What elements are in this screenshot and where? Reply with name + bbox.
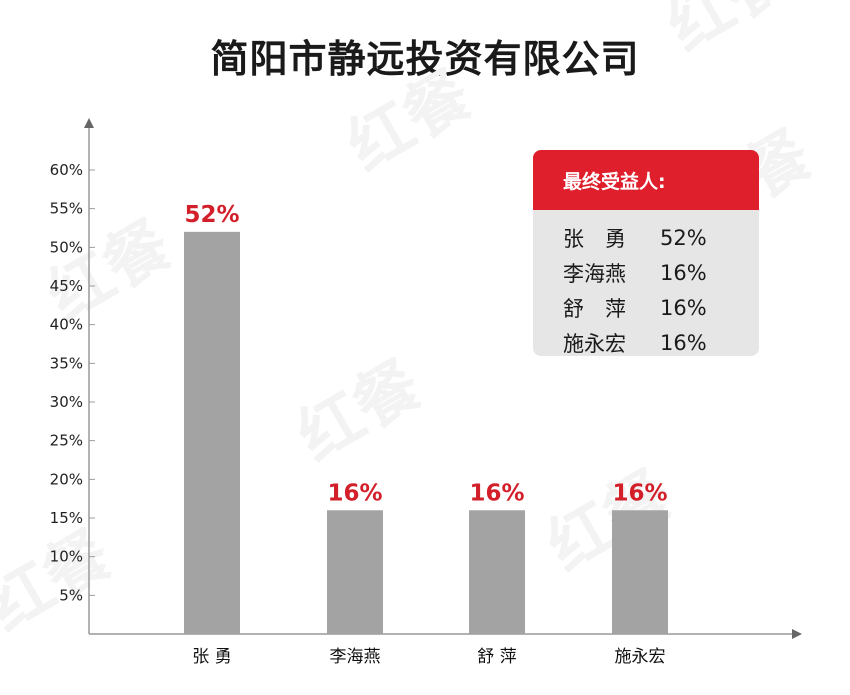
bar-value-label: 16% bbox=[612, 480, 667, 506]
legend-header: 最终受益人: bbox=[533, 150, 759, 210]
watermark-text: 红餐 bbox=[656, 0, 804, 66]
y-tick-label: 60% bbox=[50, 161, 83, 179]
bars bbox=[184, 231, 668, 634]
y-tick-label: 40% bbox=[50, 316, 83, 334]
y-tick-label: 5% bbox=[59, 586, 83, 604]
y-tick-label: 45% bbox=[50, 277, 83, 295]
value-labels: 52% 16% 16% 16% bbox=[184, 202, 667, 506]
legend-value: 16% bbox=[660, 330, 707, 355]
legend-value: 16% bbox=[660, 295, 707, 320]
y-ticks: 5% 10% 15% 20% 25% 30% 35% 40% 45% 50% 55% 60% bbox=[50, 161, 95, 604]
y-tick-label: 35% bbox=[50, 354, 83, 372]
legend-name: 施永宏 bbox=[563, 331, 626, 356]
category-label: 张 勇 bbox=[192, 647, 231, 667]
watermark-text: 红餐 bbox=[286, 348, 434, 476]
category-label: 施永宏 bbox=[615, 647, 666, 667]
legend-name: 舒 萍 bbox=[563, 296, 626, 321]
bar-value-label: 52% bbox=[184, 202, 239, 228]
category-label: 舒 萍 bbox=[477, 647, 516, 667]
chart-title: 简阳市静远投资有限公司 bbox=[210, 37, 640, 81]
legend-row: 施永宏 16% bbox=[533, 325, 759, 356]
legend-name: 张 勇 bbox=[563, 226, 626, 251]
y-tick-label: 30% bbox=[50, 393, 83, 411]
legend-row: 李海燕 16% bbox=[533, 255, 759, 290]
beneficiary-legend: 最终受益人: 张 勇 52% 李海燕 16% 舒 萍 16% 施永宏 16% bbox=[533, 150, 759, 356]
watermark-text: 红餐 bbox=[336, 58, 484, 186]
legend-name: 李海燕 bbox=[563, 261, 626, 286]
y-tick-label: 55% bbox=[50, 200, 83, 218]
bar bbox=[184, 231, 240, 634]
bar-value-label: 16% bbox=[327, 480, 382, 506]
y-axis-arrow-icon bbox=[84, 118, 94, 128]
legend-row: 舒 萍 16% bbox=[533, 290, 759, 325]
legend-value: 16% bbox=[660, 260, 707, 285]
y-tick-label: 50% bbox=[50, 238, 83, 256]
category-label: 李海燕 bbox=[330, 647, 381, 667]
y-tick-label: 10% bbox=[50, 548, 83, 566]
x-axis-arrow-icon bbox=[792, 629, 802, 639]
bar bbox=[327, 510, 383, 634]
legend-row: 张 勇 52% bbox=[533, 220, 759, 255]
legend-rows: 张 勇 52% 李海燕 16% 舒 萍 16% 施永宏 16% bbox=[533, 210, 759, 356]
bar bbox=[469, 510, 525, 634]
category-labels: 张 勇 李海燕 舒 萍 施永宏 bbox=[192, 647, 665, 667]
bar bbox=[612, 510, 668, 634]
y-tick-label: 15% bbox=[50, 509, 83, 527]
bar-value-label: 16% bbox=[469, 480, 524, 506]
y-tick-label: 20% bbox=[50, 470, 83, 488]
watermark-text: 红餐 bbox=[0, 518, 123, 646]
legend-value: 52% bbox=[660, 225, 707, 250]
y-tick-label: 25% bbox=[50, 432, 83, 450]
